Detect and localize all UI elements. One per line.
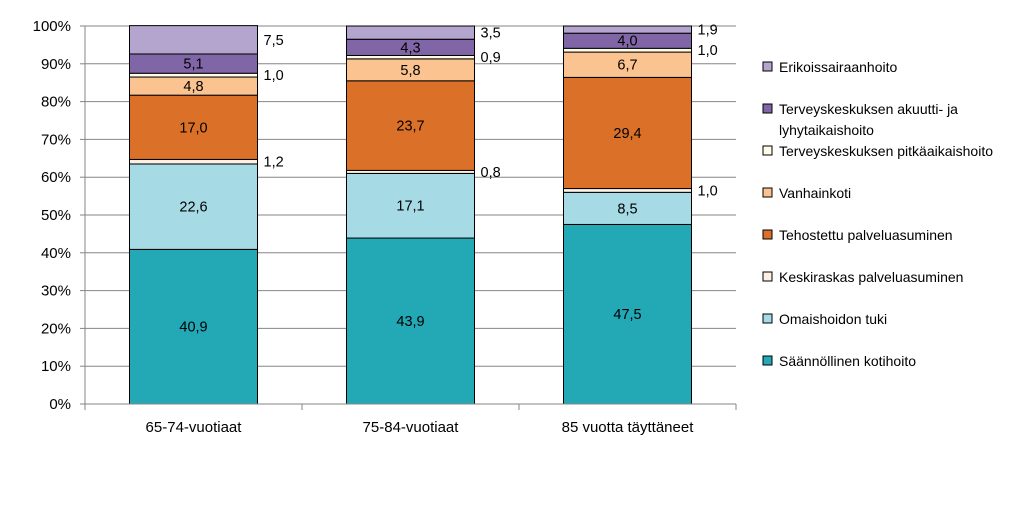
- data-label: 0,9: [481, 50, 501, 66]
- data-label: 4,3: [400, 40, 420, 56]
- y-tick-label: 40%: [41, 245, 71, 262]
- y-tick-label: 20%: [41, 320, 71, 337]
- legend-swatch: [762, 313, 773, 324]
- legend-label: Terveyskeskuksen pitkäaikaishoito: [779, 143, 993, 159]
- data-label: 6,7: [617, 58, 637, 74]
- data-label: 1,9: [698, 23, 718, 39]
- x-category-label: 75-84-vuotiaat: [363, 419, 460, 436]
- legend-swatch: [762, 103, 773, 114]
- bar-segment: [563, 25, 692, 34]
- y-tick-label: 90%: [41, 56, 71, 73]
- data-label: 29,4: [613, 126, 641, 142]
- data-label: 1,2: [264, 155, 284, 171]
- y-tick-label: 30%: [41, 283, 71, 300]
- x-category-label: 85 vuotta täyttäneet: [562, 419, 695, 436]
- y-tick-label: 70%: [41, 131, 71, 148]
- data-label: 1,0: [698, 43, 718, 59]
- legend-label: Erikoissairaanhoito: [779, 59, 897, 75]
- y-tick-label: 60%: [41, 169, 71, 186]
- bar-segment: [563, 223, 692, 405]
- legend-label: Vanhainkoti: [779, 185, 851, 201]
- legend-label: Säännöllinen kotihoito: [779, 353, 916, 369]
- data-label: 5,8: [400, 63, 420, 79]
- data-label: 4,0: [617, 34, 637, 50]
- data-label: 47,5: [613, 307, 641, 323]
- data-label: 7,5: [264, 33, 284, 49]
- data-label: 1,0: [698, 183, 718, 199]
- data-label: 3,5: [481, 26, 501, 42]
- legend-label: Omaishoidon tuki: [779, 311, 887, 327]
- bar-segment: [129, 163, 258, 250]
- bar-segment: [129, 72, 258, 78]
- legend-swatch: [762, 145, 773, 156]
- legend-label: Terveyskeskuksen akuutti- ja: [779, 101, 958, 117]
- bar-segment: [346, 25, 475, 40]
- bar-segment: [346, 80, 475, 171]
- data-label: 4,8: [183, 79, 203, 95]
- bar-segment: [346, 172, 475, 239]
- data-label: 40,9: [179, 320, 207, 336]
- bar-segment: [129, 25, 258, 55]
- data-label: 43,9: [396, 314, 424, 330]
- bar-segment: [129, 248, 258, 405]
- data-label: 22,6: [179, 200, 207, 216]
- legend-swatch: [762, 61, 773, 72]
- data-label: 17,1: [396, 199, 424, 215]
- data-label: 23,7: [396, 119, 424, 135]
- bar-segment: [563, 51, 692, 78]
- data-label: 17,0: [179, 120, 207, 136]
- legend-label: lyhytaikaishoito: [779, 122, 874, 138]
- bar-segment: [563, 188, 692, 193]
- y-tick-label: 80%: [41, 94, 71, 111]
- legend-swatch: [762, 187, 773, 198]
- bar-segment: [129, 158, 258, 165]
- data-label: 8,5: [617, 201, 637, 217]
- data-label: 5,1: [183, 57, 203, 73]
- legend-swatch: [762, 271, 773, 282]
- legend-swatch: [762, 229, 773, 240]
- data-label: 1,0: [264, 68, 284, 84]
- y-tick-label: 0%: [49, 396, 71, 413]
- legend-label: Tehostettu palveluasuminen: [779, 227, 953, 243]
- legend-label: Keskiraskas palveluasuminen: [779, 269, 963, 285]
- y-tick-label: 10%: [41, 358, 71, 375]
- x-category-label: 65-74-vuotiaat: [146, 419, 243, 436]
- data-label: 0,8: [481, 165, 501, 181]
- y-tick-label: 50%: [41, 207, 71, 224]
- y-tick-label: 100%: [33, 18, 71, 35]
- legend-swatch: [762, 355, 773, 366]
